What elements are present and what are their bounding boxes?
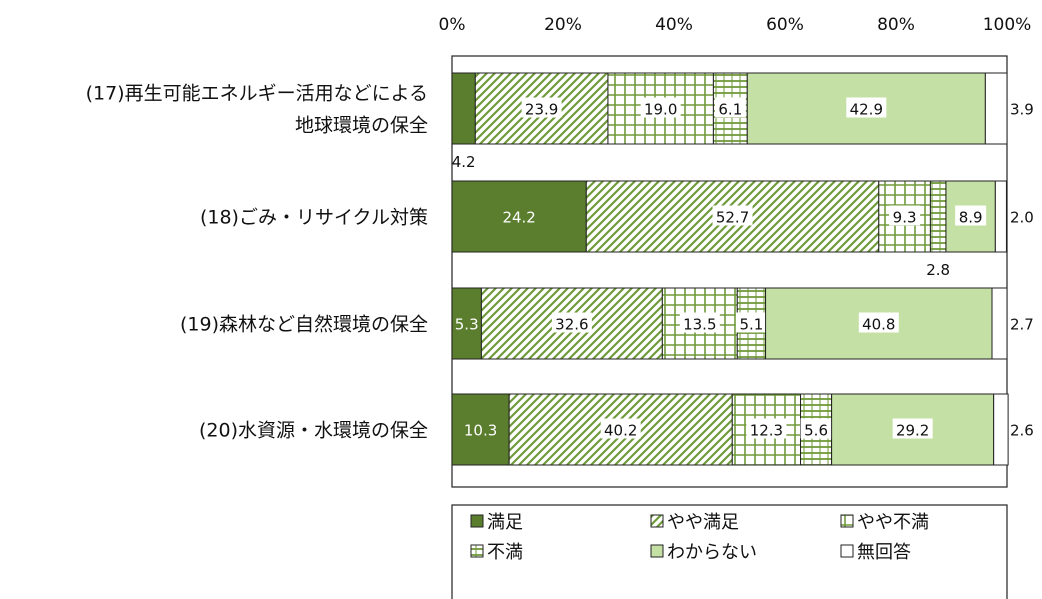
data-label: 52.7 — [716, 209, 749, 227]
data-label-bg — [846, 97, 887, 118]
data-label: 40.2 — [604, 422, 637, 440]
data-label: 5.3 — [455, 316, 479, 334]
x-tick-label: 0% — [439, 15, 466, 35]
data-label-bg — [714, 97, 746, 118]
x-tick-label: 100% — [983, 15, 1032, 35]
plot-area: 23.9 19.0 6.1 42.9 3.9 24.2 52.7 9.3 8.9 2.0 5.3 32… — [451, 55, 1034, 488]
category-label: (20)水資源・水環境の保全 — [199, 420, 428, 442]
data-label: 6.1 — [718, 101, 742, 119]
category-label: (19)森林など自然環境の保全 — [180, 314, 428, 336]
bar-segment — [929, 180, 947, 253]
legend-swatch — [470, 544, 484, 558]
data-label: 19.0 — [644, 101, 677, 119]
data-label-bg — [746, 418, 787, 439]
data-label-bg — [735, 312, 767, 333]
data-label-bg — [679, 312, 720, 333]
x-axis-ticks: 0% 20% 40% 60% 80% 100% — [439, 15, 1032, 35]
bar-segment — [991, 287, 1008, 360]
data-label: 23.9 — [525, 101, 558, 119]
data-label-bg — [889, 205, 921, 226]
data-label-below: 2.8 — [926, 261, 950, 279]
bar-segment — [451, 287, 482, 360]
bar-segment — [474, 72, 609, 145]
bar-segment — [994, 180, 1007, 253]
data-label-bg — [892, 418, 933, 439]
bar-segment — [451, 393, 510, 466]
legend-label: 満足 — [487, 512, 523, 533]
data-label: 3.9 — [1010, 101, 1034, 119]
x-tick-label: 20% — [544, 15, 582, 35]
data-label: 32.6 — [555, 316, 588, 334]
legend-swatch — [470, 514, 484, 528]
category-label: (17)再生可能エネルギー活用などによる — [86, 83, 428, 105]
legend-swatch — [840, 514, 854, 528]
bar-segment — [451, 72, 476, 145]
data-label: 13.5 — [683, 316, 716, 334]
x-tick-label: 60% — [766, 15, 804, 35]
category-label: 地球環境の保全 — [295, 115, 428, 137]
data-label: 40.8 — [862, 316, 895, 334]
legend-label: 無回答 — [857, 542, 911, 563]
data-label: 2.6 — [1010, 422, 1034, 440]
category-label: (18)ごみ・リサイクル対策 — [200, 207, 428, 229]
x-tick-label: 80% — [877, 15, 915, 35]
data-label-bg — [955, 205, 987, 226]
legend-swatch — [650, 544, 664, 558]
data-label-bg — [800, 418, 832, 439]
legend-label: やや不満 — [857, 512, 929, 533]
legend-swatch — [650, 514, 664, 528]
data-label: 5.6 — [804, 422, 828, 440]
data-label: 2.0 — [1010, 209, 1034, 227]
legend-label: わからない — [667, 542, 757, 563]
data-label: 2.7 — [1010, 316, 1034, 334]
data-label-bg — [600, 418, 641, 439]
legend-box — [451, 504, 1008, 599]
bar-segment — [984, 72, 1008, 145]
data-label-bg — [521, 97, 562, 118]
data-label-bg — [551, 312, 592, 333]
data-label: 42.9 — [850, 101, 883, 119]
data-label: 9.3 — [893, 209, 917, 227]
data-label: 29.2 — [896, 422, 929, 440]
data-label: 24.2 — [502, 209, 535, 227]
data-label-bg — [858, 312, 899, 333]
data-label-bg — [640, 97, 681, 118]
data-label: 5.1 — [739, 316, 763, 334]
data-label: 8.9 — [959, 209, 983, 227]
legend-label: やや満足 — [667, 512, 739, 533]
data-label: 12.3 — [750, 422, 783, 440]
plot-frame — [451, 55, 1008, 488]
legend-label: 不満 — [487, 542, 523, 563]
bar-segment — [993, 393, 1009, 466]
x-tick-label: 40% — [655, 15, 693, 35]
data-label-bg — [712, 205, 753, 226]
legend-swatch — [840, 544, 854, 558]
data-label-below: 4.2 — [452, 153, 476, 171]
data-label: 10.3 — [464, 422, 497, 440]
